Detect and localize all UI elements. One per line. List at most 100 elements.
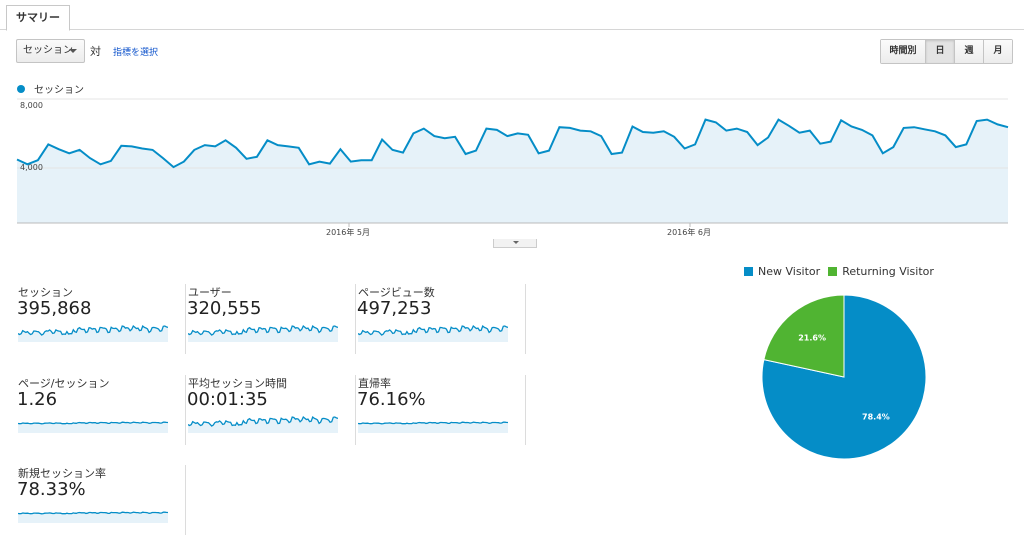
granularity-month-button[interactable]: 月 [983,40,1012,63]
legend-returning-visitor[interactable]: Returning Visitor [828,265,934,278]
data-point[interactable] [663,130,665,132]
granularity-hourly-button[interactable]: 時間別 [881,40,925,63]
data-point[interactable] [256,156,258,158]
data-point[interactable] [517,132,519,134]
data-point[interactable] [496,129,498,131]
data-point[interactable] [329,162,331,164]
kpi-pageviews[interactable]: ページビュー数 497,253 [356,284,526,354]
data-point[interactable] [631,125,633,127]
data-point[interactable] [767,136,769,138]
data-point[interactable] [621,151,623,153]
legend-new-visitor[interactable]: New Visitor [744,265,820,278]
data-point[interactable] [934,130,936,132]
data-point[interactable] [454,136,456,138]
data-point[interactable] [464,153,466,155]
data-point[interactable] [861,129,863,131]
kpi-bounce-rate[interactable]: 直帰率 76.16% [356,375,526,445]
data-point[interactable] [204,144,206,146]
data-point[interactable] [683,147,685,149]
kpi-avg-session-duration[interactable]: 平均セッション時間 00:01:35 [186,375,356,445]
kpi-users[interactable]: ユーザー 320,555 [186,284,356,354]
data-point[interactable] [777,118,779,120]
data-point[interactable] [600,135,602,137]
data-point[interactable] [47,143,49,145]
data-point[interactable] [694,143,696,145]
data-point[interactable] [381,138,383,140]
data-point[interactable] [756,144,758,146]
data-point[interactable] [58,148,60,150]
data-point[interactable] [37,159,39,161]
data-point[interactable] [339,148,341,150]
data-point[interactable] [923,128,925,130]
granularity-week-button[interactable]: 週 [954,40,983,63]
data-point[interactable] [26,163,28,165]
data-point[interactable] [391,149,393,151]
data-point[interactable] [798,132,800,134]
metric-dropdown[interactable]: セッション [16,39,85,63]
data-point[interactable] [715,121,717,123]
data-point[interactable] [725,129,727,131]
data-point[interactable] [673,136,675,138]
data-point[interactable] [944,134,946,136]
data-point[interactable] [485,127,487,129]
data-point[interactable] [151,149,153,151]
data-point[interactable] [360,159,362,161]
data-point[interactable] [840,119,842,121]
chart-collapse-handle[interactable] [493,239,537,248]
data-point[interactable] [788,125,790,127]
data-point[interactable] [475,149,477,151]
granularity-day-button[interactable]: 日 [925,40,954,63]
data-point[interactable] [610,153,612,155]
data-point[interactable] [809,129,811,131]
data-point[interactable] [569,127,571,129]
data-point[interactable] [371,159,373,161]
data-point[interactable] [527,134,529,136]
select-metric-link[interactable]: 指標を選択 [113,48,159,58]
data-point[interactable] [819,143,821,145]
data-point[interactable] [245,158,247,160]
data-point[interactable] [120,145,122,147]
data-point[interactable] [224,139,226,141]
data-point[interactable] [1007,126,1009,128]
data-point[interactable] [548,149,550,151]
data-point[interactable] [172,166,174,168]
data-point[interactable] [350,160,352,162]
data-point[interactable] [162,157,164,159]
data-point[interactable] [99,163,101,165]
data-point[interactable] [235,147,237,149]
sessions-line-chart[interactable]: 8,000 4,000 2016年 5月 2016年 6月 [0,96,1024,246]
data-point[interactable] [193,149,195,151]
data-point[interactable] [965,143,967,145]
data-point[interactable] [183,160,185,162]
data-point[interactable] [506,135,508,137]
kpi-new-session-rate[interactable]: 新規セッション率 78.33% [16,465,186,535]
data-point[interactable] [412,132,414,134]
data-point[interactable] [871,134,873,136]
data-point[interactable] [746,131,748,133]
data-point[interactable] [68,152,70,154]
data-point[interactable] [78,149,80,151]
data-point[interactable] [913,126,915,128]
data-point[interactable] [976,120,978,122]
data-point[interactable] [736,127,738,129]
data-point[interactable] [433,135,435,137]
data-point[interactable] [892,146,894,148]
data-point[interactable] [558,126,560,128]
data-point[interactable] [830,140,832,142]
data-point[interactable] [89,157,91,159]
data-point[interactable] [298,147,300,149]
data-point[interactable] [996,123,998,125]
data-point[interactable] [318,160,320,162]
data-point[interactable] [652,132,654,134]
data-point[interactable] [850,125,852,127]
data-point[interactable] [308,163,310,165]
data-point[interactable] [277,144,279,146]
tab-summary[interactable]: サマリー [6,5,70,31]
data-point[interactable] [402,151,404,153]
pie-slice-returning-visitor[interactable] [763,294,845,378]
data-point[interactable] [287,145,289,147]
data-point[interactable] [110,160,112,162]
data-point[interactable] [214,145,216,147]
data-point[interactable] [141,147,143,149]
kpi-pages-per-session[interactable]: ページ/セッション 1.26 [16,375,186,445]
